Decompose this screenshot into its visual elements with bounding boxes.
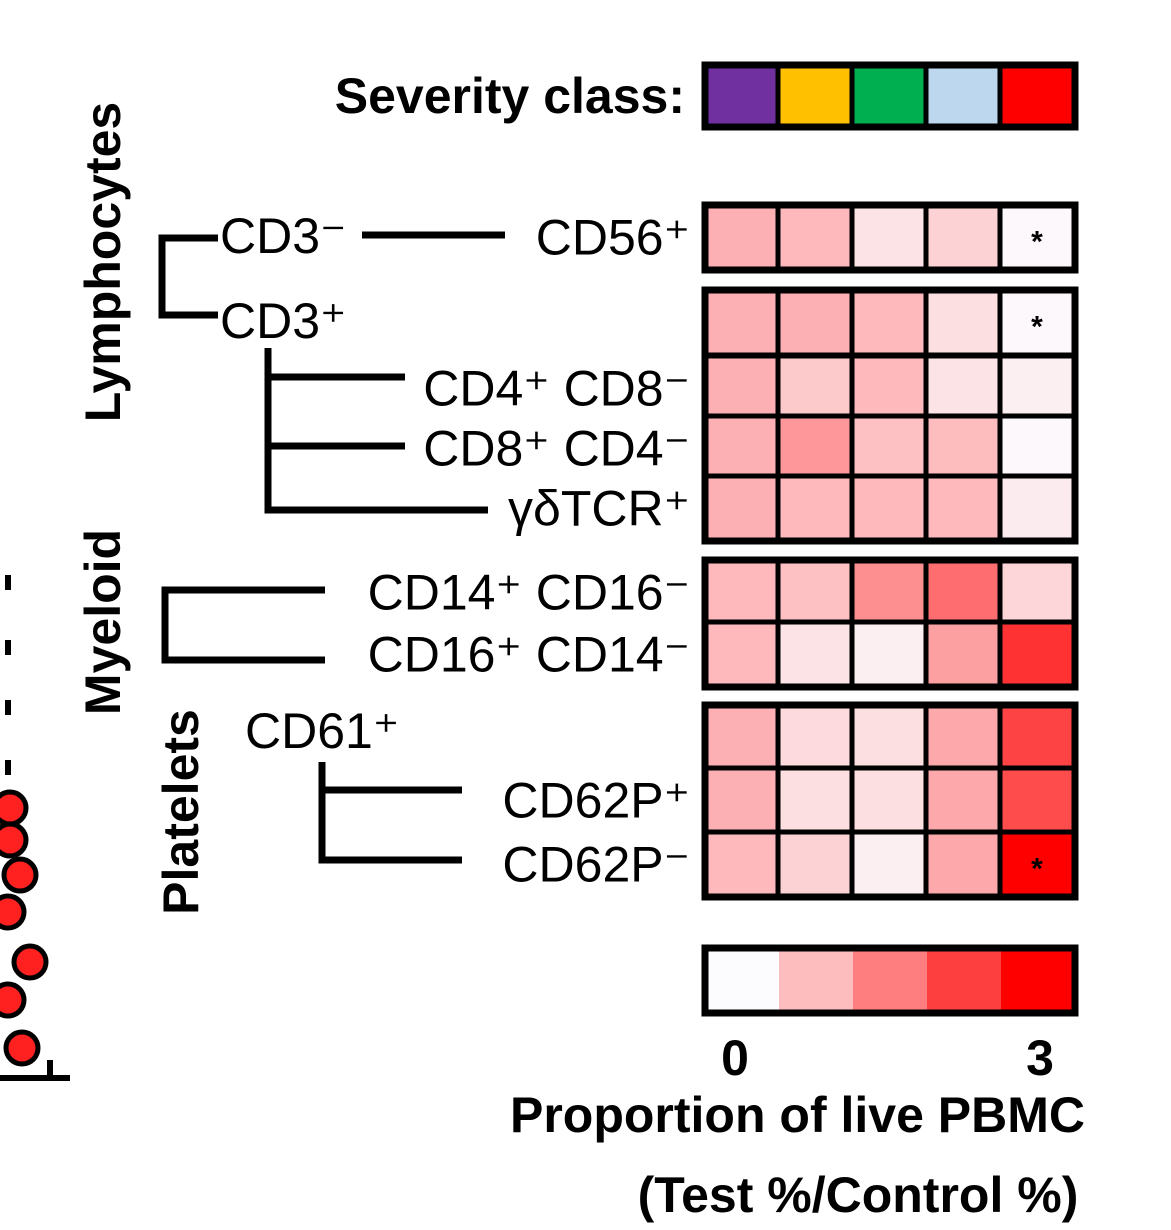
heatmap-cell [775, 413, 855, 484]
heatmap-cell [997, 353, 1077, 424]
heatmap-cell [923, 473, 1003, 544]
heatmap-cell [997, 287, 1077, 358]
severity-color-bar [701, 61, 1079, 131]
color-scale-legend [701, 944, 1079, 1017]
row-label: CD56⁺ [536, 210, 690, 266]
row-label: CD16⁺ CD14⁻ [368, 627, 690, 683]
heatmap-cell [849, 765, 929, 836]
heatmap-cell [923, 557, 1003, 628]
severity-label: Severity class: [335, 68, 685, 124]
heatmap-cell [702, 619, 782, 690]
heatmap-cell [849, 702, 929, 773]
legend-swatch [705, 948, 779, 1013]
heatmap-cell [775, 619, 855, 690]
hierarchy-tree [158, 231, 505, 864]
legend-swatch [1001, 948, 1075, 1013]
scale-min-label: 0 [721, 1030, 749, 1086]
row-labels: CD56⁺ CD4⁺ CD8⁻CD8⁺ CD4⁻γδTCR⁺ CD14⁺ CD16⁻… [245, 210, 690, 893]
heatmap-cell [702, 557, 782, 628]
x-axis-title-line2: (Test %/Control %) [638, 1167, 1079, 1223]
heatmap-cell [997, 473, 1077, 544]
heatmap-block-borders [701, 201, 1079, 901]
heatmap-cell [775, 353, 855, 424]
legend-border [701, 944, 1079, 1017]
heatmap-cell [923, 619, 1003, 690]
group-label-myeloid: Myeloid [75, 529, 131, 715]
left-panel-fragment [0, 575, 70, 1081]
heatmap-cell [923, 287, 1003, 358]
heatmap-cell [775, 287, 855, 358]
severity-bar-border [701, 61, 1079, 131]
heatmap-block-2 [701, 286, 1079, 545]
heatmap-cell [702, 202, 782, 273]
heatmap-cell [923, 413, 1003, 484]
severity-swatch-1 [702, 62, 782, 130]
severity-swatch-3 [849, 62, 929, 130]
heatmap-cell [923, 765, 1003, 836]
legend-swatch [927, 948, 1001, 1013]
scale-max-label: 3 [1026, 1030, 1054, 1086]
severity-swatch-4 [923, 62, 1003, 130]
row-label: CD62P⁺ [502, 773, 690, 829]
row-label: γδTCR⁺ [508, 481, 690, 537]
group-label-platelets: Platelets [153, 709, 209, 915]
heatmap-cell [702, 473, 782, 544]
x-axis-title-line1: Proportion of live PBMC [510, 1087, 1085, 1143]
significance-star: * [1031, 311, 1043, 344]
significance-star: * [1031, 226, 1043, 259]
heatmap-cell [849, 619, 929, 690]
heatmap-cell [702, 765, 782, 836]
heatmap-cell [849, 829, 929, 900]
heatmap-cell [923, 829, 1003, 900]
heatmap-cell [997, 413, 1077, 484]
heatmap-cell [997, 765, 1077, 836]
heatmap-cell [775, 829, 855, 900]
heatmap-cell [702, 829, 782, 900]
heatmap-cells: * * * [702, 202, 1077, 900]
row-label: CD61⁺ [245, 703, 399, 759]
row-label: CD8⁺ CD4⁻ [423, 421, 690, 477]
heatmap-cell [702, 702, 782, 773]
significance-star: * [1031, 853, 1043, 886]
heatmap-cell [702, 353, 782, 424]
heatmap-cell [775, 557, 855, 628]
heatmap-cell [849, 353, 929, 424]
heatmap-cell [775, 473, 855, 544]
heatmap-cell [997, 619, 1077, 690]
heatmap-block-3 [701, 556, 1079, 691]
heatmap-cell [702, 287, 782, 358]
heatmap-cell [923, 202, 1003, 273]
heatmap-cell [997, 557, 1077, 628]
heatmap-cell [775, 202, 855, 273]
heatmap-cell [849, 557, 929, 628]
severity-swatch-5 [997, 62, 1077, 130]
tree-label-cd3-neg: CD3⁻ [220, 208, 346, 264]
heatmap-cell [849, 202, 929, 273]
heatmap-block-4 [701, 701, 1079, 901]
legend-swatch [853, 948, 927, 1013]
row-label: CD14⁺ CD16⁻ [368, 565, 690, 621]
group-label-lymphocytes: Lymphocytes [75, 102, 131, 422]
heatmap-cell [775, 702, 855, 773]
severity-swatch-2 [775, 62, 855, 130]
row-label: CD4⁺ CD8⁻ [423, 361, 690, 417]
legend-swatch [779, 948, 853, 1013]
heatmap-cell [997, 702, 1077, 773]
heatmap-cell [702, 413, 782, 484]
heatmap-cell [775, 765, 855, 836]
row-label: CD62P⁻ [502, 837, 690, 893]
heatmap-cell [923, 353, 1003, 424]
heatmap-cell [849, 413, 929, 484]
tree-label-cd3-pos: CD3⁺ [220, 293, 346, 349]
heatmap-cell [923, 702, 1003, 773]
heatmap-block-1 [701, 201, 1079, 274]
heatmap-cell [849, 287, 929, 358]
heatmap-cell [849, 473, 929, 544]
